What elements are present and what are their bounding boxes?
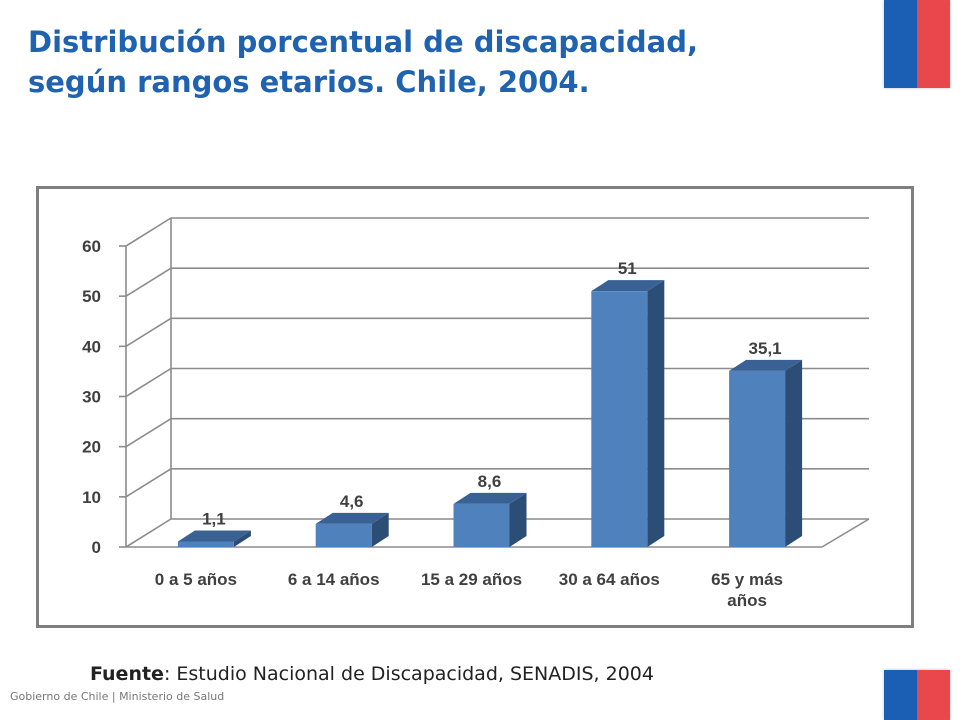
flag-red-stripe (917, 670, 950, 720)
bar-top (591, 280, 665, 292)
bar-side (371, 512, 389, 547)
gridline (125, 267, 869, 297)
data-label: 51 (618, 259, 637, 278)
chart-frame: 0 10 20 30 40 50 60 1,1 0 a 5 años 4,6 6 a 14 años… (36, 186, 914, 628)
bar-top (177, 530, 251, 542)
bar-top (729, 359, 803, 371)
chile-flag-bottom (884, 670, 950, 720)
y-tick-label: 20 (82, 438, 101, 457)
x-tick-label: años (727, 591, 767, 610)
y-tick-label: 40 (82, 337, 101, 356)
flag-blue-stripe (884, 0, 917, 88)
source-label: Fuente (90, 663, 164, 685)
floor-right-edge (821, 518, 870, 548)
y-tick-label: 60 (82, 237, 101, 256)
bar (591, 291, 648, 547)
bar (453, 503, 510, 547)
x-tick-label: 0 a 5 años (155, 570, 237, 589)
chile-flag-top (884, 0, 950, 88)
footer-text: Gobierno de Chile | Ministerio de Salud (10, 690, 225, 703)
bar (315, 523, 372, 547)
flag-blue-stripe (884, 670, 917, 720)
y-tick-label: 10 (82, 488, 101, 507)
data-label: 4,6 (340, 492, 364, 511)
bar (177, 541, 234, 547)
bar-side (647, 280, 665, 547)
bar-side (785, 359, 803, 547)
bar-side (233, 530, 251, 547)
bar-top (315, 512, 389, 524)
source-text: : Estudio Nacional de Discapacidad, SENA… (163, 663, 654, 685)
x-tick-label: 65 y más (711, 570, 783, 589)
data-label: 1,1 (202, 509, 226, 528)
source-note: Fuente: Estudio Nacional de Discapacidad… (90, 663, 654, 685)
bar (729, 370, 786, 547)
bar-chart: 0 10 20 30 40 50 60 1,1 0 a 5 años 4,6 6 a 14 años… (82, 217, 870, 610)
y-tick-label: 30 (82, 388, 101, 407)
title-line-2: según rangos etarios. Chile, 2004. (28, 65, 590, 99)
data-label: 8,6 (478, 472, 502, 491)
bar-side (509, 492, 527, 547)
page-title: Distribución porcentual de discapacidad,… (28, 22, 848, 102)
x-tick-label: 6 a 14 años (288, 570, 380, 589)
y-tick-label: 50 (82, 287, 101, 306)
flag-red-stripe (917, 0, 950, 88)
y-tick-label: 0 (92, 538, 101, 557)
bar-top (453, 492, 527, 504)
x-tick-label: 15 a 29 años (421, 570, 522, 589)
data-label: 35,1 (749, 339, 782, 358)
x-tick-label: 30 a 64 años (559, 570, 660, 589)
title-line-1: Distribución porcentual de discapacidad, (28, 25, 698, 59)
gridline (125, 217, 869, 247)
